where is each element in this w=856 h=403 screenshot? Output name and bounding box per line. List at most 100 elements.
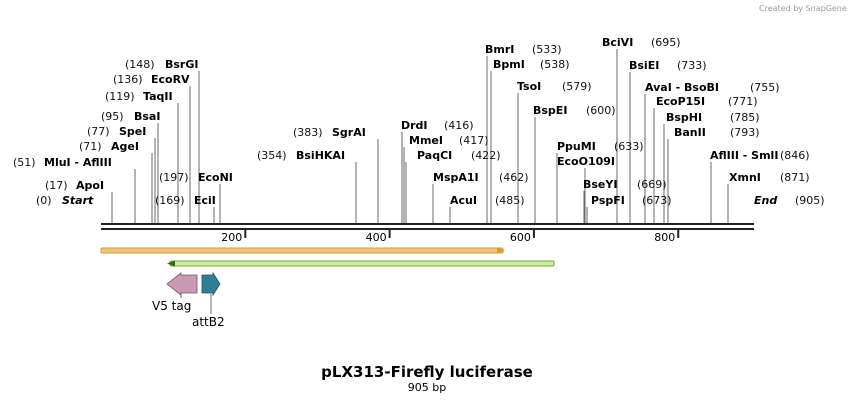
site-ecii[interactable]: (169) EciI	[155, 194, 216, 207]
scale-tick-label: 400	[366, 231, 387, 244]
site-name: BsaI	[134, 110, 160, 123]
site-econi[interactable]: (197) EcoNI	[159, 171, 233, 184]
site-name: PpuMI	[557, 140, 596, 153]
site-name: BspEI	[533, 104, 567, 117]
site-name: BspHI	[666, 111, 702, 124]
map-length: 905 bp	[408, 381, 446, 394]
site-bsiei[interactable]: (733) BsiEI	[629, 59, 707, 72]
site-position: (119)	[105, 90, 135, 103]
site-ecop15i[interactable]: (771) EcoP15I	[656, 95, 758, 108]
site-bspei[interactable]: (600) BspEI	[533, 104, 616, 117]
site-bseyi[interactable]: (669) BseYI	[583, 178, 667, 191]
site-position: (77)	[87, 125, 110, 138]
site-position: (633)	[614, 140, 644, 153]
green-feature-arrow[interactable]	[167, 260, 555, 267]
site-apoi[interactable]: (17) ApoI	[45, 179, 104, 192]
site-position: (533)	[532, 43, 562, 56]
site-name: BsiEI	[629, 59, 659, 72]
site-bpmi[interactable]: (538) BpmI	[493, 58, 570, 71]
site-name: AvaI - BsoBI	[645, 81, 719, 94]
site-position: (17)	[45, 179, 68, 192]
scale-ticks: 200 400 600 800	[221, 230, 680, 244]
site-name: TaqII	[143, 90, 173, 103]
site-position: (905)	[795, 194, 825, 207]
site-position: (71)	[79, 140, 102, 153]
v5-tag-label: V5 tag	[152, 299, 191, 313]
site-position: (95)	[101, 110, 124, 123]
site-name: EciI	[194, 194, 216, 207]
site-ecoo109i[interactable]: EcoO109I	[557, 155, 615, 168]
restriction-sites: (0) Start (17) ApoI (51) MluI - AflIII (71) Age…	[13, 36, 825, 207]
site-paqci[interactable]: (422) PaqCI	[417, 149, 501, 162]
site-ecorv[interactable]: (136) EcoRV	[113, 73, 190, 86]
scale-tick-label: 600	[510, 231, 531, 244]
v5-tag-feature[interactable]: V5 tag	[152, 272, 198, 313]
site-name: MmeI	[409, 134, 443, 147]
site-position: (197)	[159, 171, 189, 184]
site-name: BsrGI	[165, 58, 198, 71]
site-position: (733)	[677, 59, 707, 72]
site-position: (846)	[780, 149, 810, 162]
site-sgrai[interactable]: (383) SgrAI	[293, 126, 366, 139]
site-drdi[interactable]: (416) DrdI	[401, 119, 474, 132]
site-name: AgeI	[111, 140, 139, 153]
site-name: DrdI	[401, 119, 428, 132]
site-position: (354)	[257, 149, 287, 162]
site-name: ApoI	[76, 179, 104, 192]
site-name: MluI - AflIII	[44, 156, 112, 169]
site-position: (422)	[471, 149, 501, 162]
site-name: BsiHKAI	[296, 149, 345, 162]
site-name: EcoO109I	[557, 155, 615, 168]
site-name: BmrI	[485, 43, 514, 56]
site-mmei[interactable]: (417) MmeI	[409, 134, 489, 147]
site-acui[interactable]: (485) AcuI	[450, 194, 525, 207]
site-start[interactable]: (0) Start	[36, 194, 94, 207]
site-name: AflIII - SmlI	[710, 149, 778, 162]
site-bsrgi[interactable]: (148) BsrGI	[125, 58, 198, 71]
site-banii[interactable]: (793) BanII	[674, 126, 760, 139]
site-bcivi[interactable]: (695) BciVI	[602, 36, 681, 49]
site-ppumi[interactable]: (633) PpuMI	[557, 140, 644, 153]
site-position: (417)	[459, 134, 489, 147]
site-xmni[interactable]: (871) XmnI	[729, 171, 810, 184]
site-bmri[interactable]: (533) BmrI	[485, 43, 562, 56]
site-position: (169)	[155, 194, 185, 207]
attb2-label: attB2	[192, 315, 225, 329]
site-tsoi[interactable]: (579) TsoI	[517, 80, 592, 93]
site-position: (755)	[750, 81, 780, 94]
site-mspa1i[interactable]: (462) MspA1I	[433, 171, 529, 184]
site-mlui[interactable]: (51) MluI - AflIII	[13, 156, 112, 169]
orange-feature-arrow[interactable]	[100, 247, 505, 254]
scale-tick-label: 200	[221, 231, 242, 244]
site-bsphi[interactable]: (785) BspHI	[666, 111, 760, 124]
site-name: BanII	[674, 126, 706, 139]
site-name: BseYI	[583, 178, 617, 191]
site-bsihkai[interactable]: (354) BsiHKAI	[257, 149, 345, 162]
site-avai[interactable]: (755) AvaI - BsoBI	[645, 81, 780, 94]
site-position: (51)	[13, 156, 36, 169]
site-position: (148)	[125, 58, 155, 71]
site-position: (383)	[293, 126, 323, 139]
site-name: Start	[62, 194, 94, 207]
site-spei[interactable]: (77) SpeI	[87, 125, 146, 138]
backbone	[101, 223, 754, 230]
site-position: (600)	[586, 104, 616, 117]
site-taqii[interactable]: (119) TaqII	[105, 90, 173, 103]
attb2-feature[interactable]: attB2	[192, 271, 225, 329]
site-name: MspA1I	[433, 171, 479, 184]
site-position: (673)	[642, 194, 672, 207]
site-name: BpmI	[493, 58, 525, 71]
site-name: TsoI	[517, 80, 541, 93]
site-agei[interactable]: (71) AgeI	[79, 140, 139, 153]
site-bsai[interactable]: (95) BsaI	[101, 110, 160, 123]
site-name: SpeI	[119, 125, 146, 138]
site-name: EcoNI	[198, 171, 233, 184]
site-pspfi[interactable]: (673) PspFI	[591, 194, 672, 207]
site-afliii[interactable]: (846)AflIII - SmlI	[710, 149, 810, 162]
site-position: (538)	[540, 58, 570, 71]
site-end[interactable]: (905) End	[754, 194, 825, 207]
site-position: (669)	[637, 178, 667, 191]
site-position: (0)	[36, 194, 52, 207]
site-name: PaqCI	[417, 149, 452, 162]
